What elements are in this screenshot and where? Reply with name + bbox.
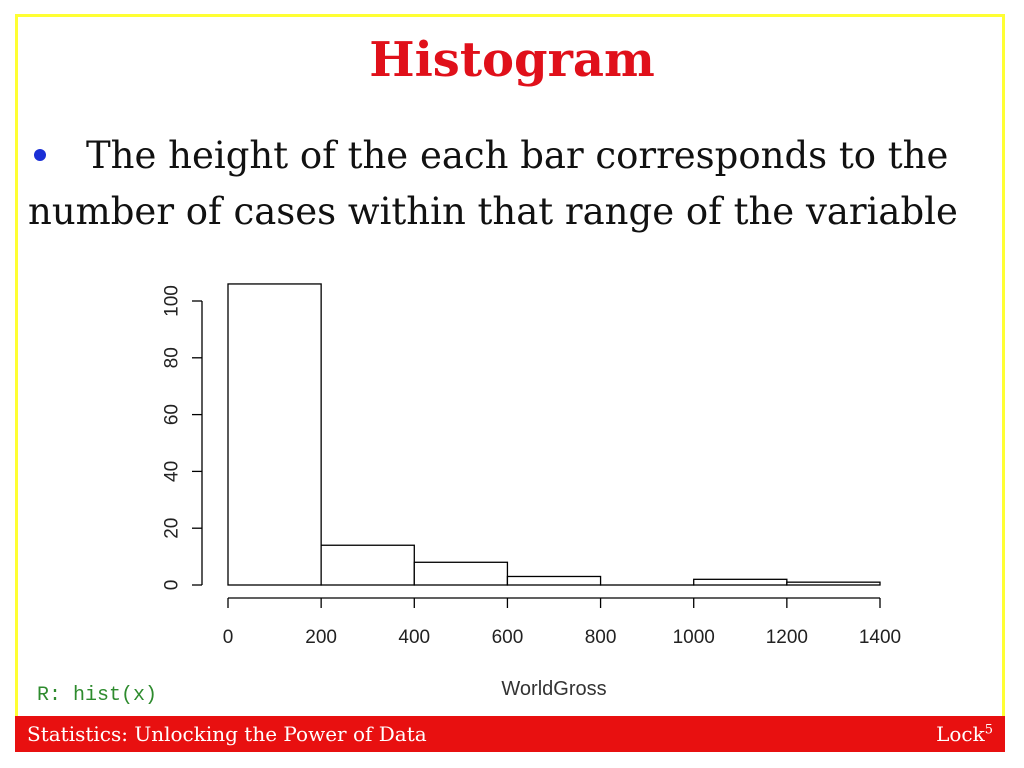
footer-author: Lock5	[936, 722, 993, 746]
x-tick-label: 0	[223, 627, 234, 648]
x-axis-title: WorldGross	[501, 678, 606, 700]
histogram-bar-3	[506, 575, 602, 586]
histogram-bar-0	[227, 283, 322, 586]
bullet-text: The height of the each bar corresponds t…	[28, 134, 958, 233]
x-axis: 0 200 400 600 800 1000 1200 1400	[223, 597, 901, 648]
y-tick-label: 60	[162, 404, 183, 425]
slide-frame	[15, 14, 1005, 750]
x-tick-label: 400	[398, 627, 430, 648]
r-code-label: R: hist(x)	[37, 684, 158, 707]
histogram-bar-1	[320, 544, 415, 586]
footer-course-title: Statistics: Unlocking the Power of Data	[27, 722, 427, 746]
bars-layer	[227, 283, 881, 586]
x-tick-label: 200	[305, 627, 337, 648]
y-tick-label: 20	[162, 518, 183, 539]
bullet-dot-icon	[34, 148, 46, 161]
y-tick-label: 40	[162, 461, 183, 482]
y-axis: 0 20 40 60 80 100	[162, 285, 203, 590]
histogram-bar-6	[786, 581, 881, 586]
y-tick-label: 0	[162, 580, 183, 591]
histogram-bar-2	[413, 561, 509, 586]
x-tick-label: 800	[585, 627, 617, 648]
x-tick-label: 600	[492, 627, 524, 648]
footer-author-name: Lock	[936, 722, 985, 746]
slide-title: Histogram	[369, 32, 655, 88]
y-tick-label: 80	[162, 347, 183, 368]
x-tick-label: 1400	[859, 627, 901, 648]
x-tick-label: 1000	[673, 627, 715, 648]
footer-author-sup: 5	[984, 722, 993, 738]
histogram-bar-5	[693, 578, 788, 586]
bullet-item: The height of the each bar corresponds t…	[28, 128, 998, 240]
x-tick-label: 1200	[766, 627, 808, 648]
footer-bar: Statistics: Unlocking the Power of Data …	[15, 716, 1005, 752]
y-tick-label: 100	[162, 285, 183, 317]
